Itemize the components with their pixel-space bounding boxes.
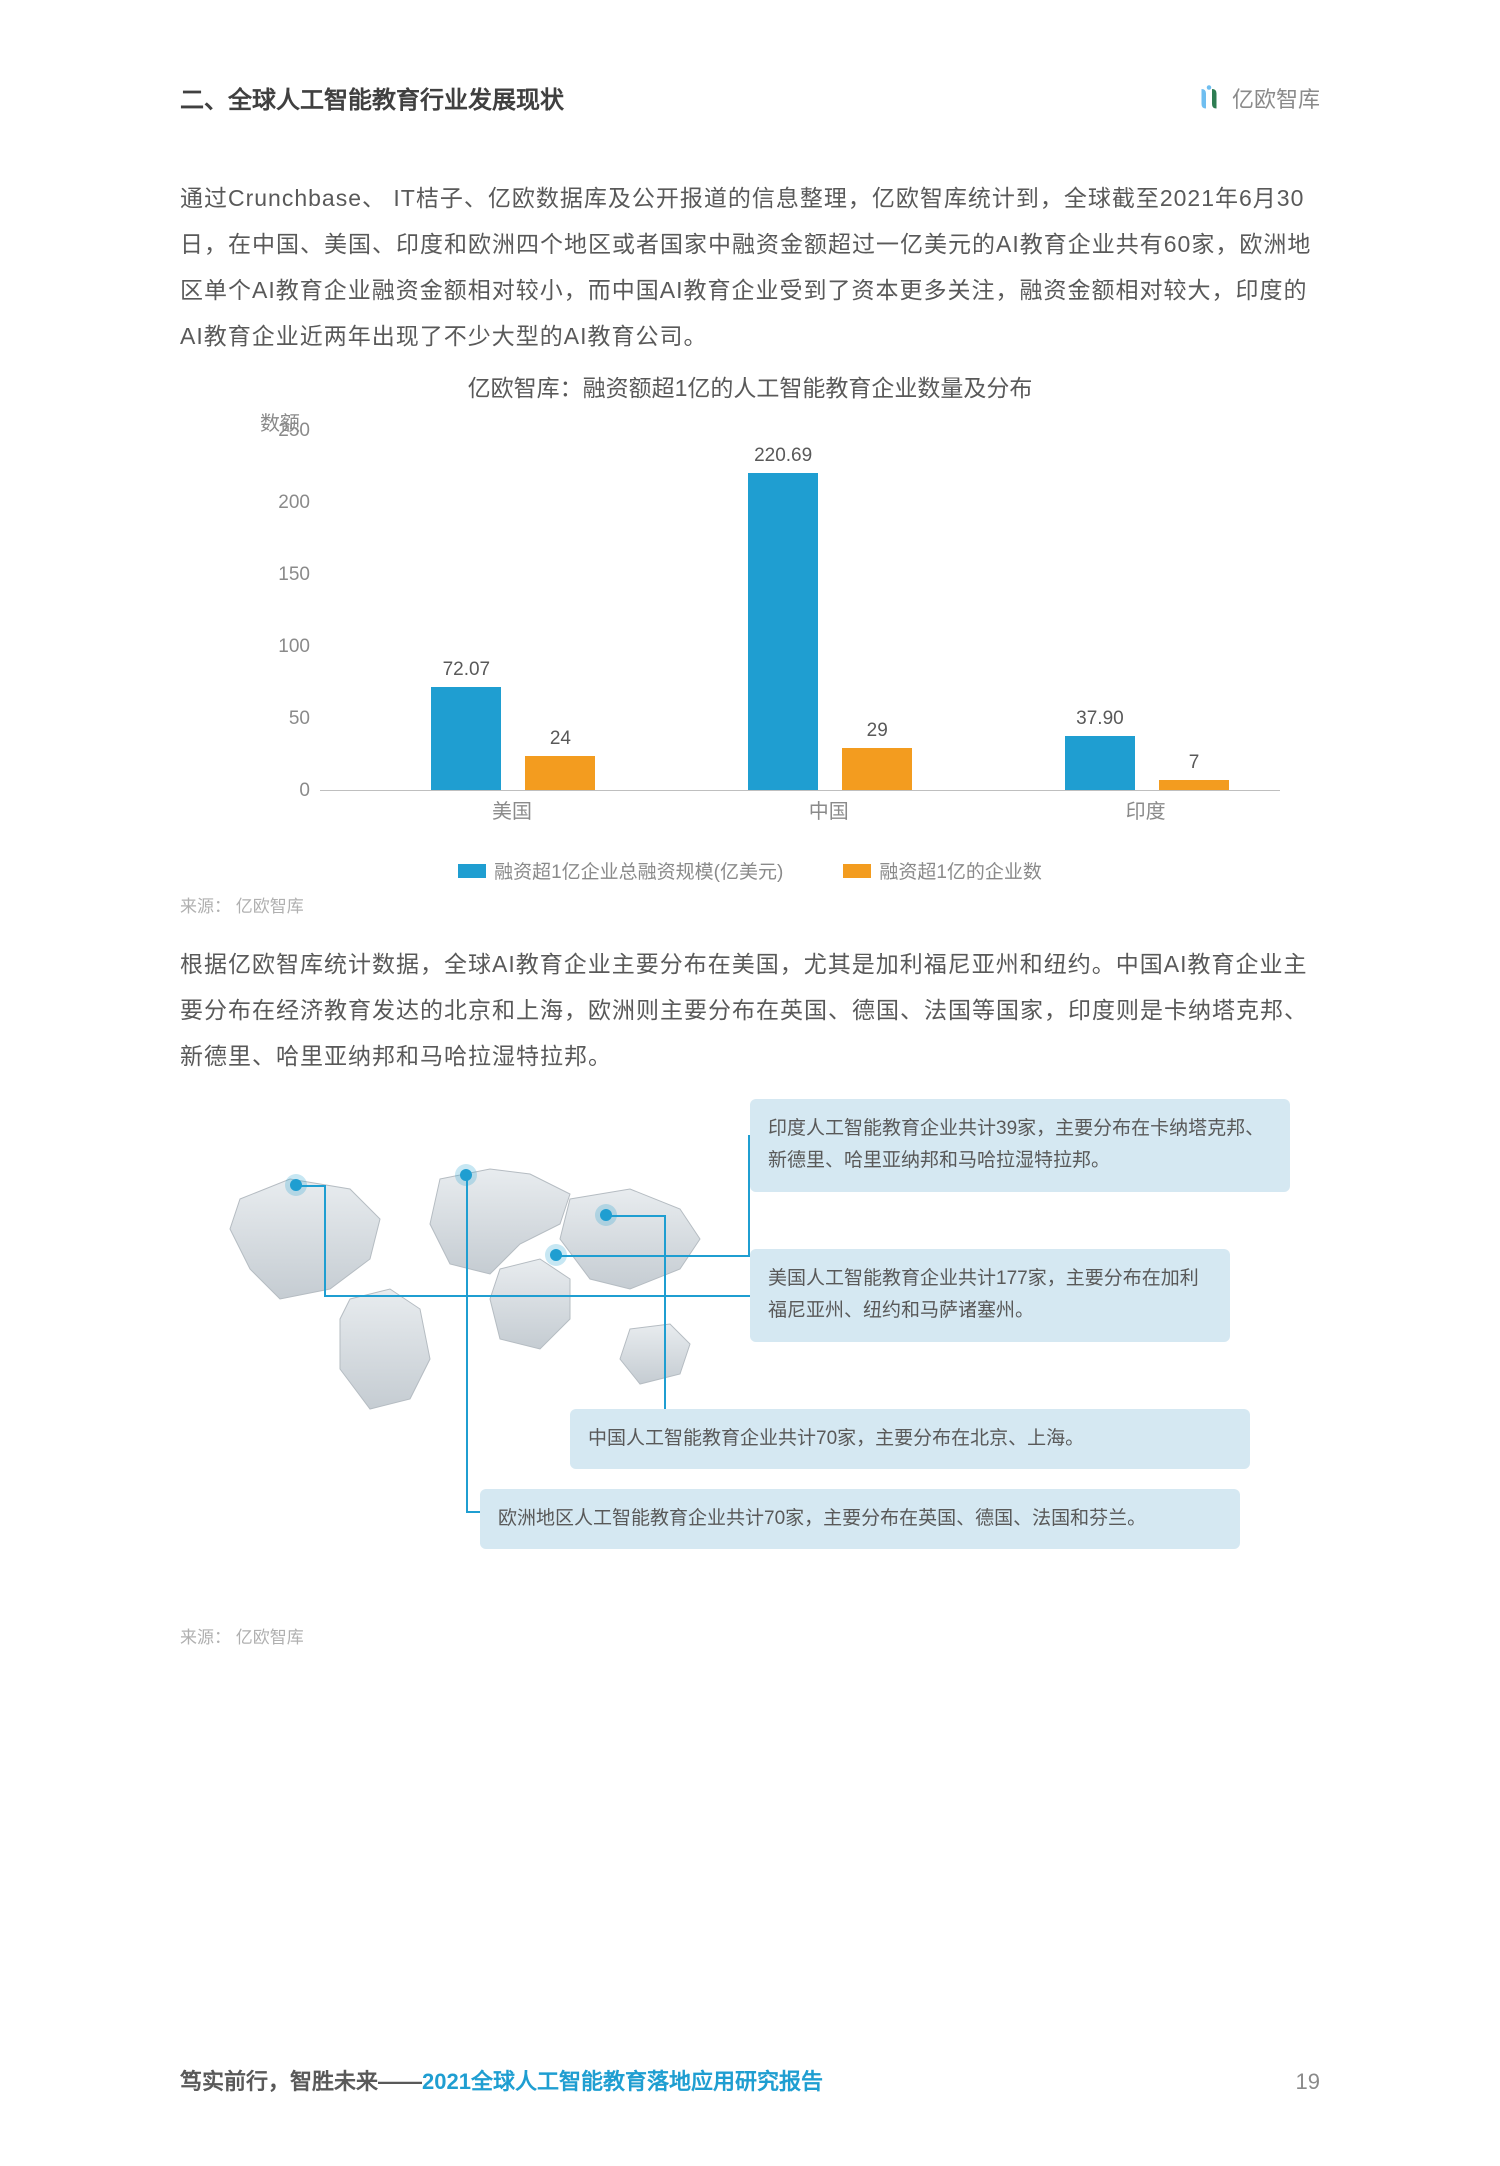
bar-value-label: 29: [827, 720, 927, 742]
page-header: 二、全球人工智能教育行业发展现状 亿欧智库: [180, 80, 1320, 115]
x-tick: 中国: [809, 795, 849, 824]
footer-title: 笃实前行，智胜未来——2021全球人工智能教育落地应用研究报告: [180, 2064, 823, 2096]
leader-line: [324, 1295, 750, 1297]
bar-value-label: 220.69: [733, 445, 833, 467]
footer-report-title: 2021全球人工智能教育落地应用研究报告: [422, 2069, 823, 2094]
bar-amount: [1065, 736, 1135, 790]
bar-amount: [431, 687, 501, 790]
x-tick: 美国: [492, 795, 532, 824]
paragraph-2: 根据亿欧智库统计数据，全球AI教育企业主要分布在美国，尤其是加利福尼亚州和纽约。…: [180, 941, 1320, 1079]
bar-value-label: 37.90: [1050, 708, 1150, 730]
section-title: 二、全球人工智能教育行业发展现状: [180, 80, 564, 115]
bar-chart: 数额 050100150200250 72.0724美国220.6929中国37…: [220, 411, 1300, 851]
leader-line: [606, 1215, 666, 1217]
legend-swatch: [458, 864, 486, 878]
chart-legend: 融资超1亿企业总融资规模(亿美元) 融资超1亿的企业数: [180, 857, 1320, 884]
chart-title: 亿欧智库：融资额超1亿的人工智能教育企业数量及分布: [180, 369, 1320, 403]
legend-item-count: 融资超1亿的企业数: [843, 857, 1042, 884]
footer-prefix: 笃实前行，智胜未来——: [180, 2069, 422, 2094]
y-tick: 200: [240, 492, 310, 514]
x-tick: 印度: [1126, 795, 1166, 824]
y-tick: 50: [240, 708, 310, 730]
bar-count: [1159, 780, 1229, 790]
bar-count: [525, 756, 595, 790]
y-tick: 0: [240, 780, 310, 802]
bar-value-label: 72.07: [416, 659, 516, 681]
plot-area: 72.0724美国220.6929中国37.907印度: [320, 431, 1280, 791]
bar-value-label: 7: [1144, 752, 1244, 774]
brand-logo: 亿欧智库: [1194, 82, 1320, 114]
logo-text: 亿欧智库: [1232, 82, 1320, 114]
leader-line: [466, 1175, 468, 1513]
leader-line: [324, 1185, 326, 1295]
bar-group: 72.0724美国: [378, 431, 647, 790]
bar-group: 220.6929中国: [694, 431, 963, 790]
legend-label: 融资超1亿的企业数: [879, 857, 1042, 884]
y-tick: 150: [240, 564, 310, 586]
y-tick: 100: [240, 636, 310, 658]
leader-line: [556, 1255, 750, 1257]
source-note-2: 来源： 亿欧智库: [180, 1623, 1320, 1648]
logo-icon: [1194, 83, 1224, 113]
bar-value-label: 24: [510, 728, 610, 750]
bar-group: 37.907印度: [1011, 431, 1280, 790]
y-axis: 050100150200250: [240, 431, 310, 791]
y-tick: 250: [240, 420, 310, 442]
legend-item-amount: 融资超1亿企业总融资规模(亿美元): [458, 857, 783, 884]
legend-swatch: [843, 864, 871, 878]
leader-line: [296, 1185, 326, 1187]
paragraph-1: 通过Crunchbase、 IT桔子、亿欧数据库及公开报道的信息整理，亿欧智库统…: [180, 175, 1320, 359]
page-number: 19: [1296, 2069, 1320, 2095]
callout-europe: 欧洲地区人工智能教育企业共计70家，主要分布在英国、德国、法国和芬兰。: [480, 1489, 1240, 1549]
callout-china: 中国人工智能教育企业共计70家，主要分布在北京、上海。: [570, 1409, 1250, 1469]
bar-amount: [748, 473, 818, 790]
bar-count: [842, 748, 912, 790]
callout-usa: 美国人工智能教育企业共计177家，主要分布在加利福尼亚州、纽约和马萨诸塞州。: [750, 1249, 1230, 1342]
legend-label: 融资超1亿企业总融资规模(亿美元): [494, 857, 783, 884]
world-map-infographic: 印度人工智能教育企业共计39家，主要分布在卡纳塔克邦、新德里、哈里亚纳邦和马哈拉…: [180, 1099, 1320, 1619]
callout-india: 印度人工智能教育企业共计39家，主要分布在卡纳塔克邦、新德里、哈里亚纳邦和马哈拉…: [750, 1099, 1290, 1192]
source-note: 来源： 亿欧智库: [180, 892, 1320, 917]
page-footer: 笃实前行，智胜未来——2021全球人工智能教育落地应用研究报告 19: [180, 2064, 1320, 2096]
leader-line: [664, 1215, 666, 1425]
